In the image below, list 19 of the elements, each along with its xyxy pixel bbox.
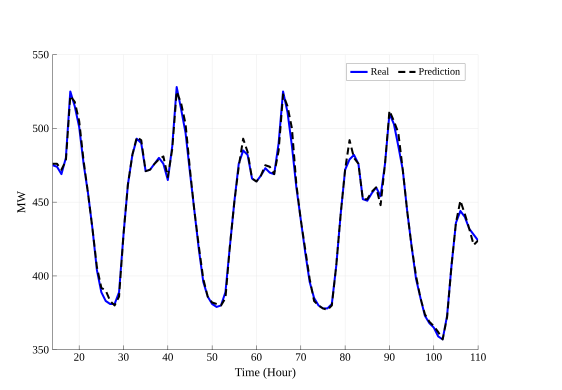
legend-label: Real: [370, 68, 389, 75]
x-axis-title: Time (Hour): [234, 368, 296, 379]
y-tick-label: 550: [32, 50, 49, 58]
x-tick-label: 50: [207, 353, 218, 361]
y-tick-label: 350: [32, 346, 49, 354]
x-tick-label: 70: [296, 353, 306, 361]
legend-label: Prediction: [418, 68, 460, 75]
x-tick-label: 20: [74, 353, 84, 361]
x-tick-label: 60: [251, 353, 262, 361]
y-tick-label: 400: [32, 272, 49, 280]
x-tick-label: 80: [340, 353, 350, 361]
x-tick-label: 90: [384, 353, 395, 361]
x-tick-label: 30: [118, 353, 129, 361]
y-tick-label: 450: [32, 198, 49, 206]
y-tick-label: 500: [32, 124, 49, 132]
x-tick-label: 40: [162, 353, 173, 361]
y-axis-title: MW: [17, 190, 26, 213]
x-tick-label: 110: [470, 353, 486, 361]
x-tick-label: 100: [426, 353, 442, 361]
